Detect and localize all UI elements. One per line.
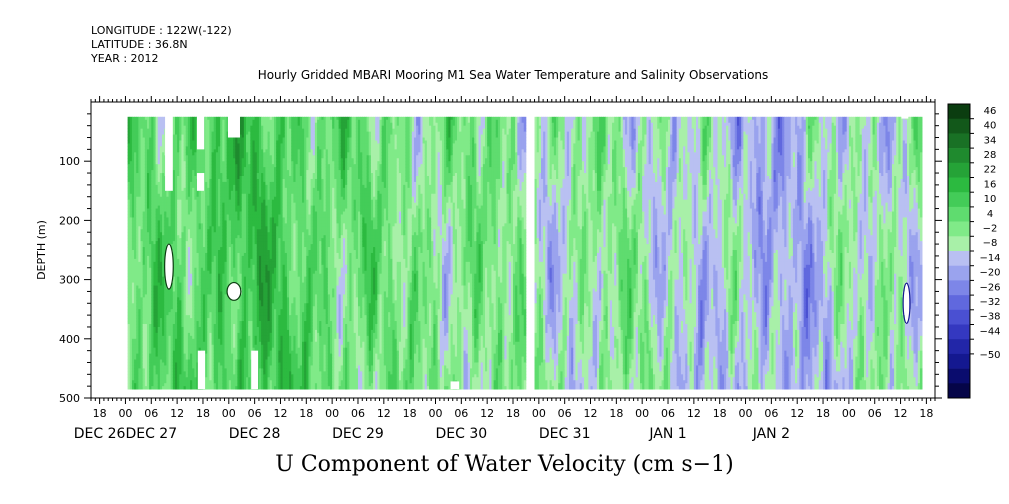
heatmap-chart: 18 00 06 12 18 00 06 12 18 00 06 12 18 00 06 12 18 00 06 12…: [0, 0, 1009, 504]
plot-area: [128, 114, 923, 390]
